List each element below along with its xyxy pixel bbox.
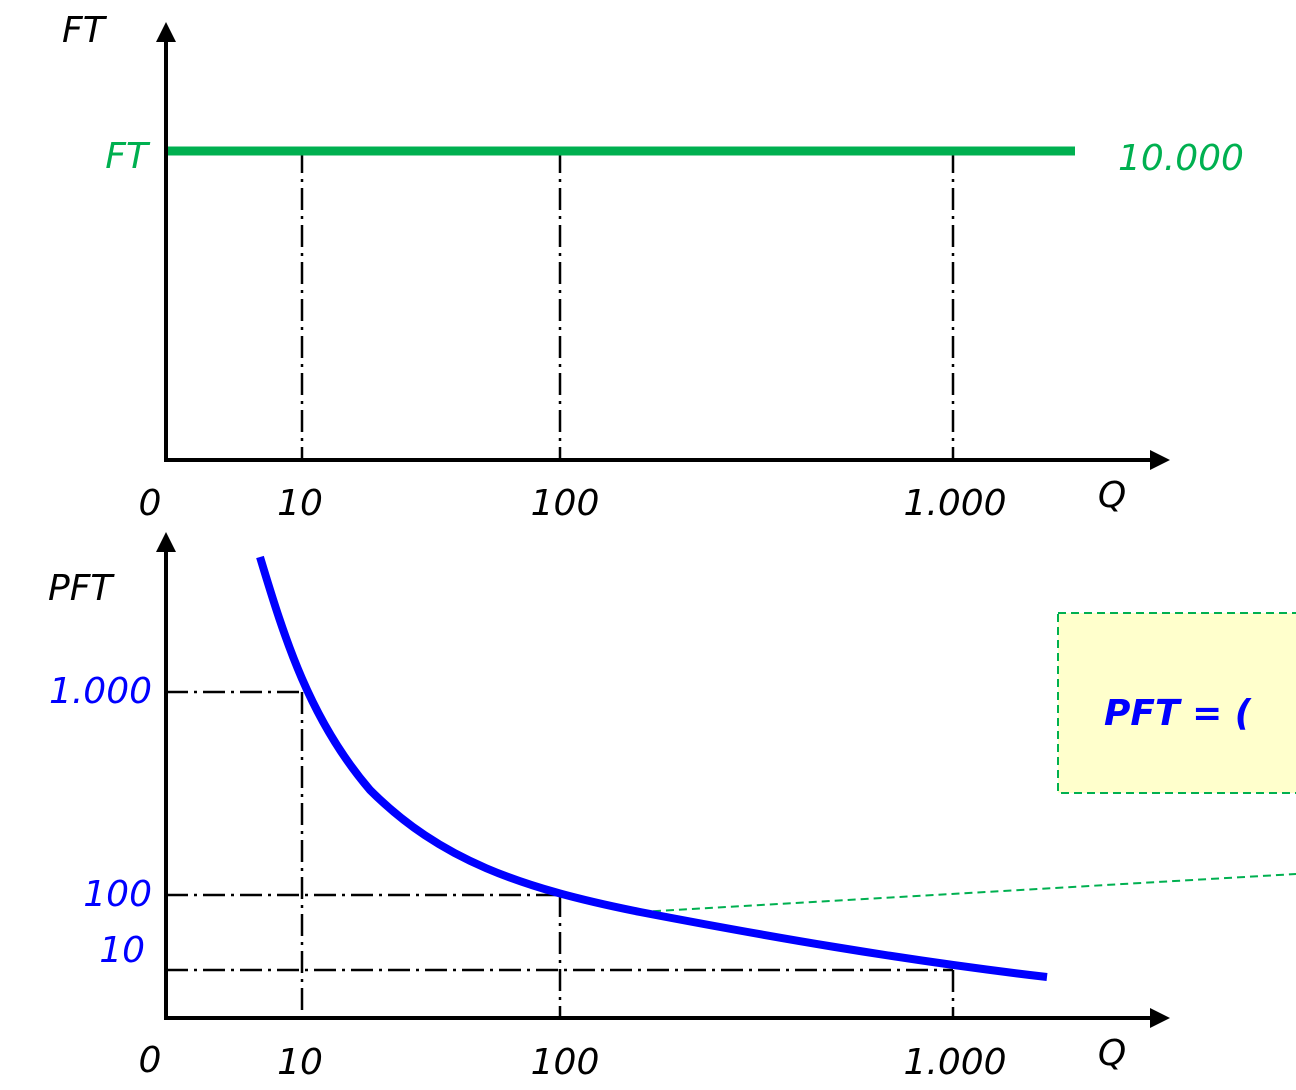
x-axis-label: Q [1098, 475, 1126, 516]
y-label: 1.000 [49, 671, 152, 712]
y-label: 10 [99, 930, 145, 971]
line-label: FT [105, 136, 151, 177]
bottom-chart: PFT 1.000 100 10 0 10 100 1.000 Q PFT = … [48, 532, 1296, 1083]
x-label: 1.000 [903, 483, 1006, 524]
origin-label: 0 [139, 483, 162, 524]
y-label: 100 [83, 874, 152, 915]
y-axis-label: FT [62, 10, 108, 51]
line-value: 10.000 [1118, 138, 1244, 179]
y-axis-label: PFT [48, 568, 115, 609]
top-chart: FT FT 10.000 0 10 100 1.000 Q [62, 10, 1244, 524]
x-label: 100 [531, 483, 600, 524]
formula-text: PFT = ( [1104, 693, 1252, 734]
pft-curve [256, 555, 1048, 981]
x-label: 1.000 [903, 1042, 1006, 1083]
x-axis-label: Q [1098, 1033, 1126, 1074]
x-label: 10 [277, 483, 323, 524]
connector [639, 873, 1296, 913]
formula-box [1057, 612, 1296, 794]
x-label: 10 [277, 1042, 323, 1083]
x-label: 100 [531, 1042, 600, 1083]
origin-label: 0 [139, 1040, 162, 1081]
